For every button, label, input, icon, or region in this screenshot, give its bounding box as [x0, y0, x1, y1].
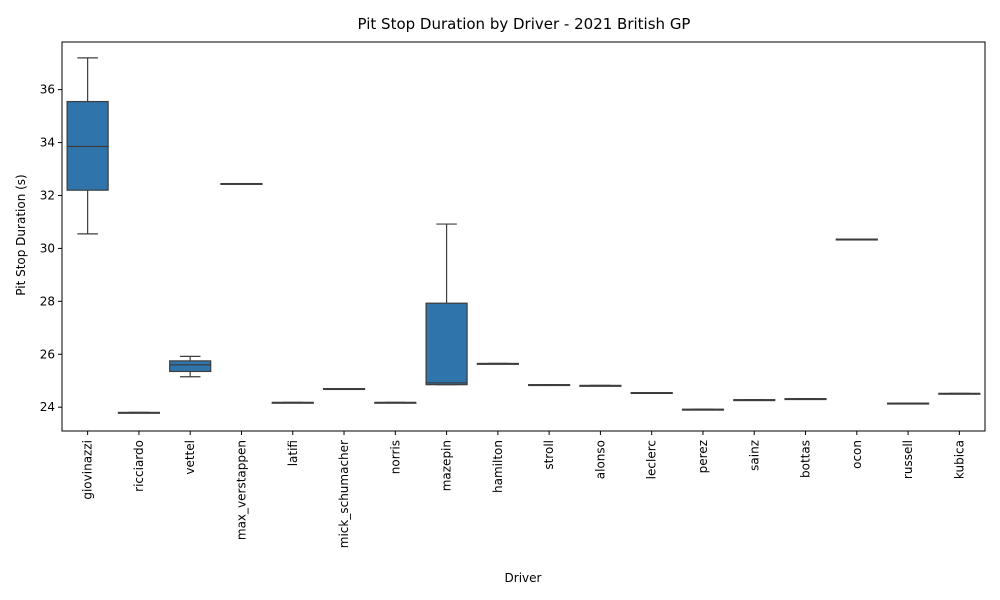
box-iqr: [169, 360, 212, 373]
box-hamilton: [476, 362, 519, 365]
x-tick-label: latifi: [286, 440, 300, 466]
x-tick-label: vettel: [183, 440, 197, 475]
x-tick-label: max_verstappen: [234, 440, 248, 540]
box-norris: [374, 401, 417, 404]
x-axis-label: Driver: [505, 571, 542, 585]
box-bottas: [784, 398, 827, 401]
box-vettel: [169, 355, 212, 378]
x-tick-label: perez: [696, 440, 710, 473]
box-iqr: [425, 302, 468, 386]
x-tick-label: kubica: [952, 440, 966, 479]
box-latifi: [271, 401, 314, 404]
plot-frame: [61, 41, 986, 432]
y-tick-label: 36: [40, 83, 55, 97]
box-ricciardo: [117, 411, 161, 414]
box-sainz: [733, 399, 776, 402]
box-stroll: [528, 384, 571, 387]
y-tick-label: 26: [40, 347, 55, 361]
box-mick_schumacher: [322, 388, 366, 391]
x-tick-label: sainz: [747, 440, 761, 471]
x-tick-label: hamilton: [491, 440, 505, 493]
x-tick-label: bottas: [799, 440, 813, 478]
y-tick-label: 30: [40, 241, 55, 255]
x-tick-label: alonso: [593, 440, 607, 479]
box-iqr: [66, 100, 109, 191]
box-mazepin: [425, 223, 468, 386]
x-tick-label: stroll: [542, 440, 556, 470]
x-tick-label: giovinazzi: [81, 440, 95, 500]
chart-title: Pit Stop Duration by Driver - 2021 Briti…: [358, 15, 691, 33]
x-tick-label: russell: [901, 440, 915, 479]
box-alonso: [579, 384, 622, 387]
box-perez: [681, 408, 725, 411]
box-giovinazzi: [66, 57, 109, 235]
box-ocon: [835, 238, 878, 241]
box-russell: [886, 402, 930, 405]
box-leclerc: [630, 392, 673, 395]
y-tick-label: 24: [40, 400, 55, 414]
box-max_verstappen: [220, 182, 263, 185]
x-tick-label: ocon: [850, 440, 864, 469]
plot-area: 24 26 28 30 32 34 36 giovinazzi ricciardo vettel m…: [40, 57, 981, 548]
x-tick-label: mazepin: [440, 440, 454, 491]
x-tick-label: mick_schumacher: [337, 440, 351, 548]
y-tick-label: 32: [40, 188, 55, 202]
x-tick-label: leclerc: [645, 440, 659, 479]
box-kubica: [938, 392, 981, 395]
y-axis-label: Pit Stop Duration (s): [14, 174, 28, 295]
x-tick-label: norris: [388, 440, 402, 474]
y-tick-label: 34: [40, 136, 55, 150]
x-tick-label: ricciardo: [132, 440, 146, 492]
y-tick-label: 28: [40, 294, 55, 308]
